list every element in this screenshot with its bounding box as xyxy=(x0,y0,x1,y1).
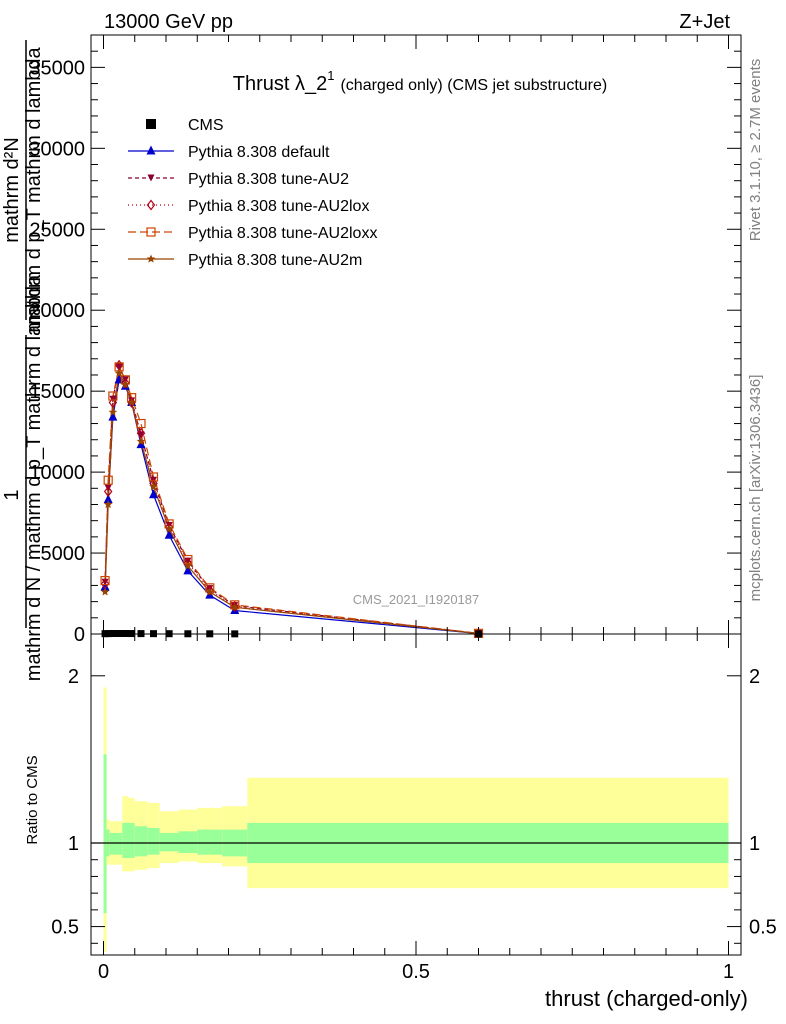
ratio-band-inner-6 xyxy=(134,826,148,857)
point-au2lox-10 xyxy=(205,584,215,596)
point-au2loxx-6 xyxy=(136,418,146,429)
main-ytick-label-4: 20000 xyxy=(29,300,85,322)
point-au2m-11 xyxy=(230,602,240,611)
main-ytick-label-6: 30000 xyxy=(29,138,85,160)
ratio-ytick-label-right-1: 1 xyxy=(749,833,760,855)
point-au2loxx-0 xyxy=(100,575,110,586)
point-au2-6 xyxy=(137,431,145,439)
side-text-mcplots: mcplots.cern.ch [arXiv:1306.3436] xyxy=(747,375,764,602)
point-au2loxx-7 xyxy=(148,472,159,482)
x-axis-label: thrust (charged-only) xyxy=(545,986,748,1011)
point-au2m-10 xyxy=(205,587,215,596)
ylabel-frac-num: mathrm d²N xyxy=(1,137,23,243)
point-au2-2 xyxy=(109,395,117,403)
ratio-band-inner-9 xyxy=(178,831,198,854)
ylabel-denominator: mathrm d N / mathrm d p_T mathrm d lambd… xyxy=(23,274,45,681)
point-au2m-4 xyxy=(121,380,130,389)
point-default-11 xyxy=(230,605,240,615)
point-au2lox-4 xyxy=(121,377,130,389)
ratio-ytick-label-left-1: 1 xyxy=(68,833,79,855)
point-au2-3 xyxy=(115,363,123,371)
point-au2lox-2 xyxy=(108,397,118,408)
point-au2-9 xyxy=(184,557,192,565)
plot-title: Thrust λ_21 (charged only) (CMS jet subst… xyxy=(233,68,607,95)
legend-label-au2loxx: Pythia 8.308 tune-AU2loxx xyxy=(188,225,377,242)
point-au2m-2 xyxy=(108,407,118,416)
legend-marker-au2lox xyxy=(146,199,156,211)
point-default-8 xyxy=(164,529,174,539)
point-au2loxx-1 xyxy=(103,475,113,485)
main-ytick-label-5: 25000 xyxy=(29,219,85,241)
ratio-ytick-label-left-0: 0.5 xyxy=(51,917,79,939)
plot-title-main: Thrust λ_2 xyxy=(233,73,327,95)
point-au2m-5 xyxy=(127,397,136,407)
point-default-6 xyxy=(136,439,146,449)
legend: CMS Pythia 8.308 default Pythia 8.308 tune… xyxy=(128,117,377,269)
legend-label-default: Pythia 8.308 default xyxy=(188,144,330,161)
main-ylabel: 1 mathrm d²N mathrm d p_T mathrm d lambd… xyxy=(1,40,45,681)
legend-marker-default xyxy=(146,145,156,155)
point-au2m-1 xyxy=(103,499,113,509)
ylabel-frac-den: mathrm d p_T mathrm d lambda xyxy=(23,46,45,332)
ratio-ytick-label-right-2: 2 xyxy=(749,666,760,688)
watermark: CMS_2021_I1920187 xyxy=(353,592,480,607)
main-ytick-label-3: 15000 xyxy=(29,381,85,403)
legend-marker-au2 xyxy=(147,174,155,182)
ratio-ylabel: Ratio to CMS xyxy=(24,755,41,844)
main-ytick-label-1: 5000 xyxy=(41,543,86,565)
point-au2m-7 xyxy=(149,482,158,491)
header-left: 13000 GeV pp xyxy=(104,11,233,33)
main-ytick-label-0: 0 xyxy=(74,624,85,646)
point-au2m-6 xyxy=(136,436,146,445)
point-au2lox-1 xyxy=(103,486,113,498)
ratio-band-inner-10 xyxy=(197,829,223,855)
main-ytick-label-7: 35000 xyxy=(29,57,85,79)
ratio-band-inner-8 xyxy=(159,832,179,852)
point-au2m-3 xyxy=(114,368,124,377)
ratio-band-inner-7 xyxy=(147,827,160,855)
point-au2-0 xyxy=(101,578,109,586)
ratio-band-inner-3 xyxy=(116,832,123,855)
point-au2-4 xyxy=(121,376,129,384)
point-au2-7 xyxy=(150,476,157,484)
point-default-1 xyxy=(103,494,113,504)
point-au2m-9 xyxy=(183,561,193,570)
ratio-xtick-label-0: 0 xyxy=(98,961,109,983)
side-text-rivet: Rivet 3.1.10, ≥ 2.7M events xyxy=(747,59,764,242)
legend-label-au2lox: Pythia 8.308 tune-AU2lox xyxy=(188,198,369,215)
legend-marker-cms xyxy=(146,119,156,129)
ratio-ytick-label-left-2: 2 xyxy=(68,666,79,688)
point-default-2 xyxy=(108,411,118,421)
ratio-bands xyxy=(91,687,741,952)
ratio-xtick-label-1: 0.5 xyxy=(402,961,430,983)
point-au2lox-8 xyxy=(164,521,174,533)
legend-label-au2: Pythia 8.308 tune-AU2 xyxy=(188,171,349,188)
point-default-9 xyxy=(183,565,193,575)
point-default-0 xyxy=(100,581,110,591)
legend-label-cms: CMS xyxy=(188,117,224,134)
plot-title-suffix: (charged only) (CMS jet substructure) xyxy=(340,77,607,94)
point-au2m-8 xyxy=(164,524,174,533)
ratio-ytick-label-right-0: 0.5 xyxy=(749,917,777,939)
ylabel-numerator: 1 xyxy=(1,489,23,500)
plot-title-sup: 1 xyxy=(327,68,334,83)
point-au2m-0 xyxy=(100,587,110,596)
point-au2lox-11 xyxy=(230,601,240,612)
point-default-7 xyxy=(149,489,158,499)
legend-label-au2m: Pythia 8.308 tune-AU2m xyxy=(188,252,362,269)
main-ytick-label-2: 10000 xyxy=(29,462,85,484)
header-right: Z+Jet xyxy=(679,11,730,33)
ratio-band-inner-4 xyxy=(122,822,129,859)
legend-marker-au2m xyxy=(146,254,156,263)
point-au2-1 xyxy=(104,484,112,492)
point-au2loxx-2 xyxy=(108,391,118,401)
axes: 0 5000 10000 15000 20000 25000 30000 35000 0 0.5 1… xyxy=(29,34,777,983)
legend-marker-au2loxx xyxy=(146,227,156,237)
ratio-band-inner-2 xyxy=(109,832,116,855)
ratio-xtick-label-2: 1 xyxy=(723,961,734,983)
ratio-band-inner-0 xyxy=(103,754,107,914)
ratio-band-inner-5 xyxy=(128,822,135,859)
